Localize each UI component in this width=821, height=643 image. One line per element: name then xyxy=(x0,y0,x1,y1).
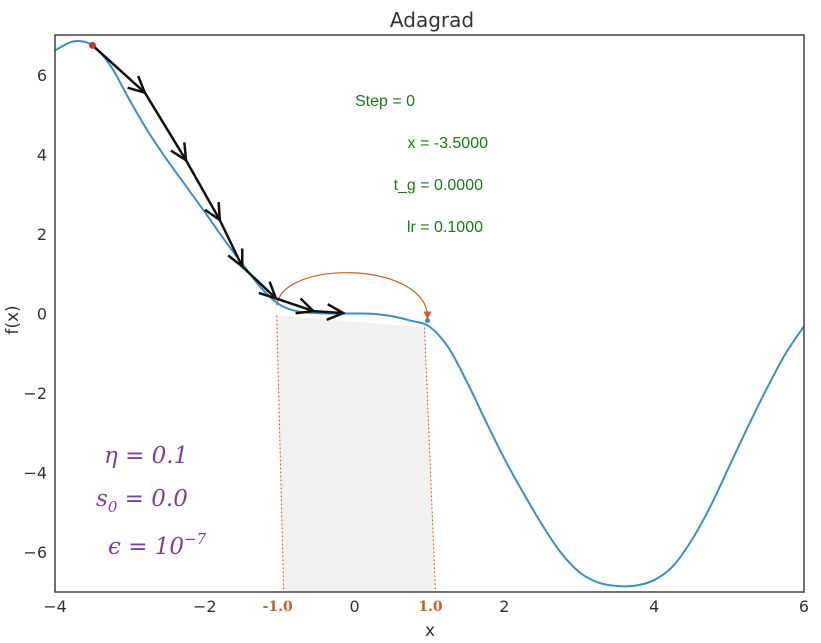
region-end-marker xyxy=(425,318,430,324)
y-tick-label: 6 xyxy=(37,66,47,85)
param-eta: η = 0.1 xyxy=(104,443,188,469)
plot-frame xyxy=(54,34,805,593)
chart-title: Adagrad xyxy=(390,8,474,32)
start-point-marker xyxy=(88,41,96,49)
trajectory-step-1 xyxy=(91,44,146,94)
y-tick-label: −4 xyxy=(23,464,47,483)
region-arc-arrow xyxy=(276,272,429,314)
x-tick-label: −4 xyxy=(43,597,67,616)
trajectory-step-4 xyxy=(218,219,244,268)
y-tick-label: 4 xyxy=(37,145,47,164)
x-tick-label: 0 xyxy=(350,597,360,616)
region-arrowhead xyxy=(423,311,432,320)
trajectory-step-5 xyxy=(241,265,277,300)
param-s0: s0 = 0.0 xyxy=(96,486,188,516)
trajectory-arrowhead-7 xyxy=(326,303,347,321)
y-tick-label: −6 xyxy=(23,543,47,562)
info-line-2: x = -3.5000 xyxy=(408,135,489,152)
x-tick-label: 4 xyxy=(649,597,659,616)
info-line-1: Step = 0 xyxy=(355,93,415,110)
y-axis-label: f(x) xyxy=(3,305,23,334)
region-label-left: -1.0 xyxy=(263,599,293,615)
info-line-4: lr = 0.1000 xyxy=(407,219,483,236)
region-right-edge xyxy=(424,327,436,593)
trajectory-step-2 xyxy=(143,92,188,161)
shaded-region xyxy=(276,315,436,592)
x-tick-label: 2 xyxy=(499,597,509,616)
info-line-3: t_g = 0.0000 xyxy=(394,177,484,194)
region-label-right: 1.0 xyxy=(418,599,443,615)
x-tick-label: 6 xyxy=(799,597,809,616)
trajectory-arrowhead-2 xyxy=(170,142,188,163)
function-curve-0 xyxy=(55,40,804,588)
x-tick-label: −2 xyxy=(193,597,217,616)
trajectory-step-7 xyxy=(313,309,344,315)
trajectory-step-6 xyxy=(275,297,314,313)
y-tick-label: 2 xyxy=(37,225,47,244)
param-epsilon: ϵ = 10−7 xyxy=(108,530,207,560)
y-tick-label: −2 xyxy=(23,384,47,403)
y-tick-label: 0 xyxy=(37,305,47,324)
x-axis-label: x xyxy=(425,621,435,641)
trajectory-step-3 xyxy=(184,159,221,221)
